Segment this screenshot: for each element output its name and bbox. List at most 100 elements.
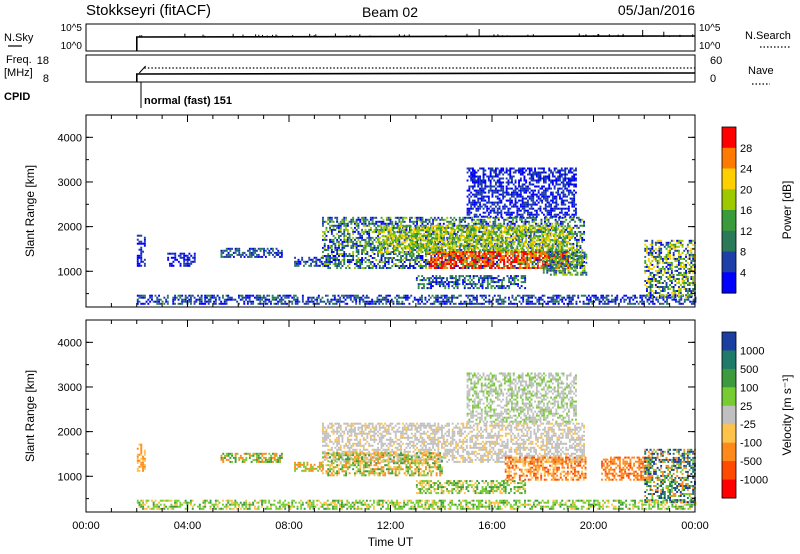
power-cell xyxy=(492,257,495,259)
power-cell xyxy=(452,239,455,242)
power-cell xyxy=(383,243,385,246)
power-cell xyxy=(268,249,271,252)
power-cell xyxy=(343,230,346,233)
power-cell xyxy=(465,253,468,255)
power-cell xyxy=(313,260,316,263)
power-cell xyxy=(444,249,447,251)
power-cell xyxy=(431,225,433,228)
power-cell xyxy=(387,253,390,255)
power-cell xyxy=(477,251,480,254)
power-cell xyxy=(453,236,456,239)
power-cell xyxy=(539,241,542,244)
power-cell xyxy=(648,296,651,299)
power-cell xyxy=(487,232,490,235)
power-cell xyxy=(398,238,401,241)
power-cell xyxy=(484,300,487,303)
power-cell xyxy=(486,245,489,248)
power-cell xyxy=(506,257,509,259)
power-cell xyxy=(457,224,459,227)
nsky-tick-low: 10^0 xyxy=(61,41,83,52)
power-cell xyxy=(564,271,566,274)
power-cell xyxy=(551,227,554,230)
power-cell xyxy=(327,257,330,259)
power-cell xyxy=(339,234,342,237)
power-cell xyxy=(462,230,465,233)
power-cell xyxy=(485,253,488,255)
power-cell xyxy=(167,258,170,261)
power-cell xyxy=(333,302,336,305)
power-cell xyxy=(562,233,565,236)
power-cell xyxy=(431,227,433,230)
power-cell xyxy=(639,300,642,303)
power-cell xyxy=(323,236,326,239)
power-cell xyxy=(438,237,441,240)
power-cell xyxy=(595,296,597,299)
power-cell xyxy=(207,298,210,301)
power-cell xyxy=(243,251,246,254)
power-cell xyxy=(409,246,411,249)
power-cell xyxy=(537,243,540,246)
power-cell xyxy=(377,241,380,244)
power-cell xyxy=(536,228,539,231)
power-cell xyxy=(432,259,434,261)
power-cell xyxy=(476,257,479,259)
power-cell xyxy=(362,230,365,233)
power-cell xyxy=(397,294,400,297)
power-cell xyxy=(494,263,497,265)
power-cell xyxy=(256,249,258,252)
power-cell xyxy=(266,247,269,250)
power-cell xyxy=(263,247,265,250)
power-cell xyxy=(455,261,458,263)
power-cell xyxy=(632,298,635,301)
power-cell xyxy=(382,246,385,249)
power-cell xyxy=(471,253,474,255)
power-cell xyxy=(291,296,294,299)
power-cell xyxy=(552,298,555,301)
power-cell xyxy=(560,263,562,265)
power-cell xyxy=(440,283,443,286)
power-cell xyxy=(482,231,485,234)
power-cell xyxy=(410,253,413,255)
power-cell xyxy=(558,271,561,274)
power-cell xyxy=(437,246,440,249)
power-cell xyxy=(225,255,228,258)
power-cell xyxy=(391,220,394,223)
power-cell xyxy=(442,226,445,229)
power-cell xyxy=(154,300,157,303)
power-cell xyxy=(481,265,484,267)
power-cell xyxy=(305,300,308,303)
power-cell xyxy=(287,294,290,297)
power-cell xyxy=(166,296,169,299)
power-cell xyxy=(497,251,500,253)
power-cell xyxy=(245,296,247,299)
power-cell xyxy=(470,243,473,246)
power-cell xyxy=(423,220,426,223)
power-cell xyxy=(546,237,549,240)
power-cell xyxy=(427,245,430,248)
power-cell xyxy=(409,259,411,261)
power-cell xyxy=(250,294,253,297)
power-cell xyxy=(458,283,461,286)
power-cell xyxy=(200,296,203,299)
power-cell xyxy=(389,222,392,225)
power-cell xyxy=(315,256,318,259)
power-cell xyxy=(565,257,568,259)
power-cell xyxy=(433,300,436,303)
power-cell xyxy=(284,302,287,305)
power-cell xyxy=(273,298,276,301)
power-cell xyxy=(334,216,337,219)
power-cell xyxy=(254,247,257,250)
power-cell xyxy=(209,298,212,301)
power-cell xyxy=(357,218,360,221)
power-cell xyxy=(544,261,546,263)
power-cell xyxy=(470,227,473,230)
power-cell xyxy=(667,296,670,299)
power-cell xyxy=(401,259,404,261)
power-cell xyxy=(446,259,449,261)
power-cell xyxy=(532,251,535,254)
power-cell xyxy=(375,240,378,243)
power-cell xyxy=(263,253,265,256)
power-cell xyxy=(571,261,574,264)
power-cell xyxy=(368,220,371,223)
power-cell xyxy=(568,238,571,241)
